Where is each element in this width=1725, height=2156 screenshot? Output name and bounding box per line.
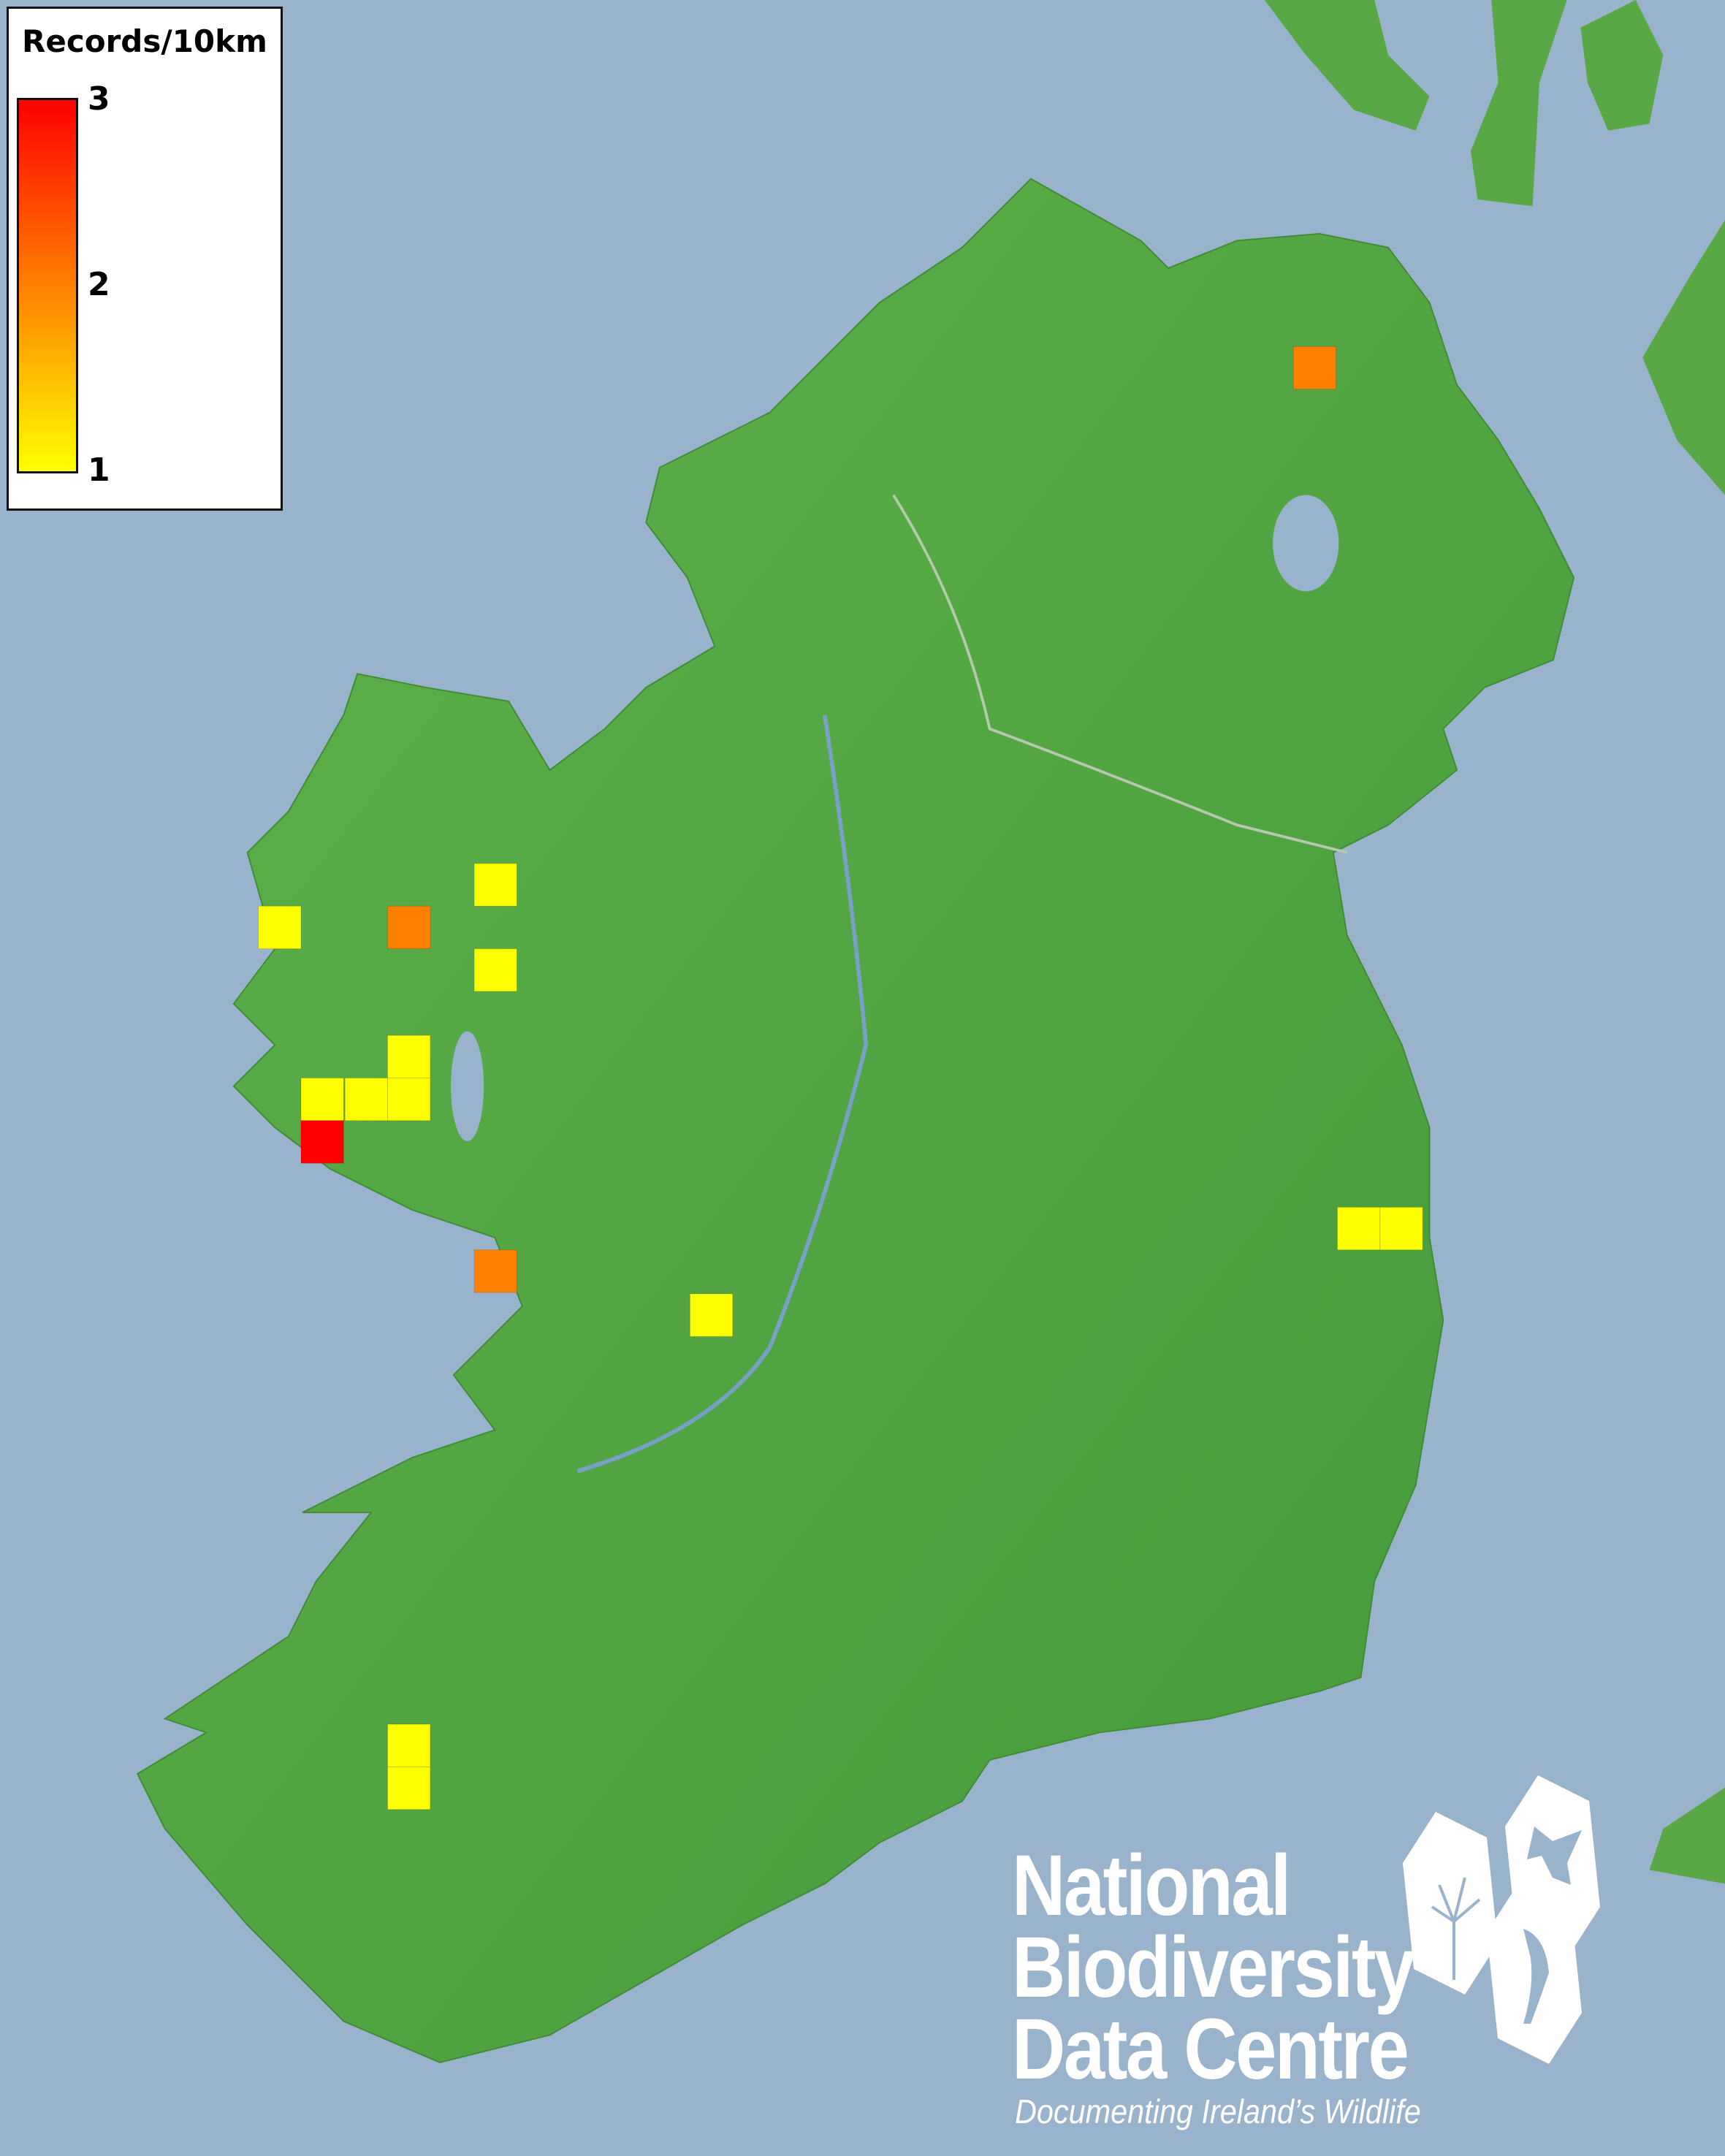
record-cell [473,1249,517,1293]
record-cells [258,346,1423,1810]
nbdc-logo: National Biodiversity Data Centre Docume… [1012,1753,1640,2148]
lough-corrib [451,1031,484,1142]
river-shannon [576,715,869,1474]
logo-line-3: Data Centre [1012,2001,1409,2098]
butterfly-glyph [1527,1826,1582,1885]
legend-tick-min: 1 [88,452,110,489]
seahorse-glyph [1523,1929,1549,2024]
logo-line-1: National [1012,1837,1291,1934]
record-cell [387,1035,431,1078]
tree-hexagon-icon [1403,1812,1498,1995]
record-cell [689,1293,734,1337]
tree-glyph [1431,1877,1481,1980]
record-cell [344,1078,388,1121]
record-cell [387,905,431,950]
record-cell [300,1078,344,1121]
record-cell [1379,1206,1423,1251]
legend-tick-max: 3 [88,80,110,118]
record-cell [300,1120,344,1164]
logo-tagline: Documenting Ireland’s Wildlife [1015,2092,1421,2130]
record-cell [473,863,517,907]
legend-color-bar [17,98,78,473]
record-cell [387,1723,431,1767]
record-cell [387,1766,431,1810]
legend: Records/10km 3 2 1 [7,7,283,511]
record-cell [258,905,302,950]
logo-hexagons [1403,1775,1600,2064]
record-cell [473,948,517,992]
ireland-landmass [136,178,1575,2064]
legend-title: Records/10km [22,23,267,59]
record-cell [1292,346,1337,390]
border-line [892,494,1348,854]
legend-tick-mid: 2 [88,266,110,303]
logo-line-2: Biodiversity [1012,1919,1416,2016]
lough-neagh [1273,495,1339,592]
record-cell [387,1078,431,1121]
record-cell [1337,1206,1381,1251]
